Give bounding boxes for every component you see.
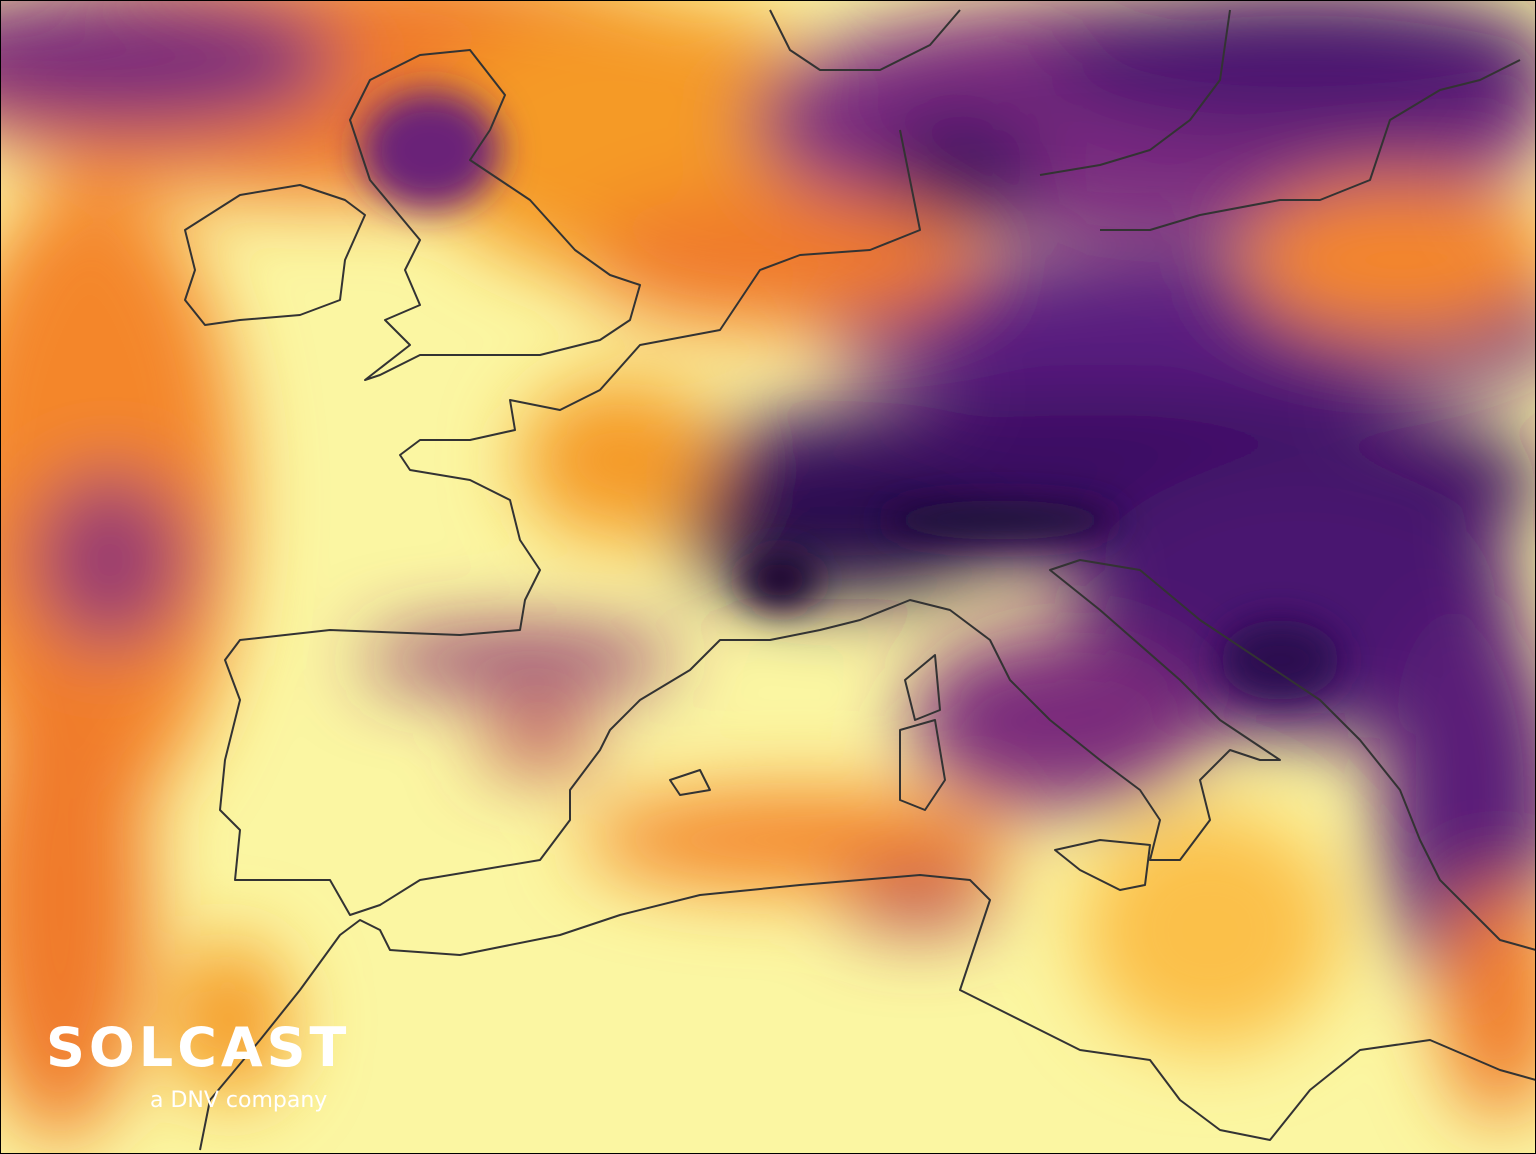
logo-tagline: a DNV company (150, 1088, 327, 1113)
logo-name: SOLCAST (46, 1016, 350, 1079)
coastlines (184, 9, 1536, 1151)
